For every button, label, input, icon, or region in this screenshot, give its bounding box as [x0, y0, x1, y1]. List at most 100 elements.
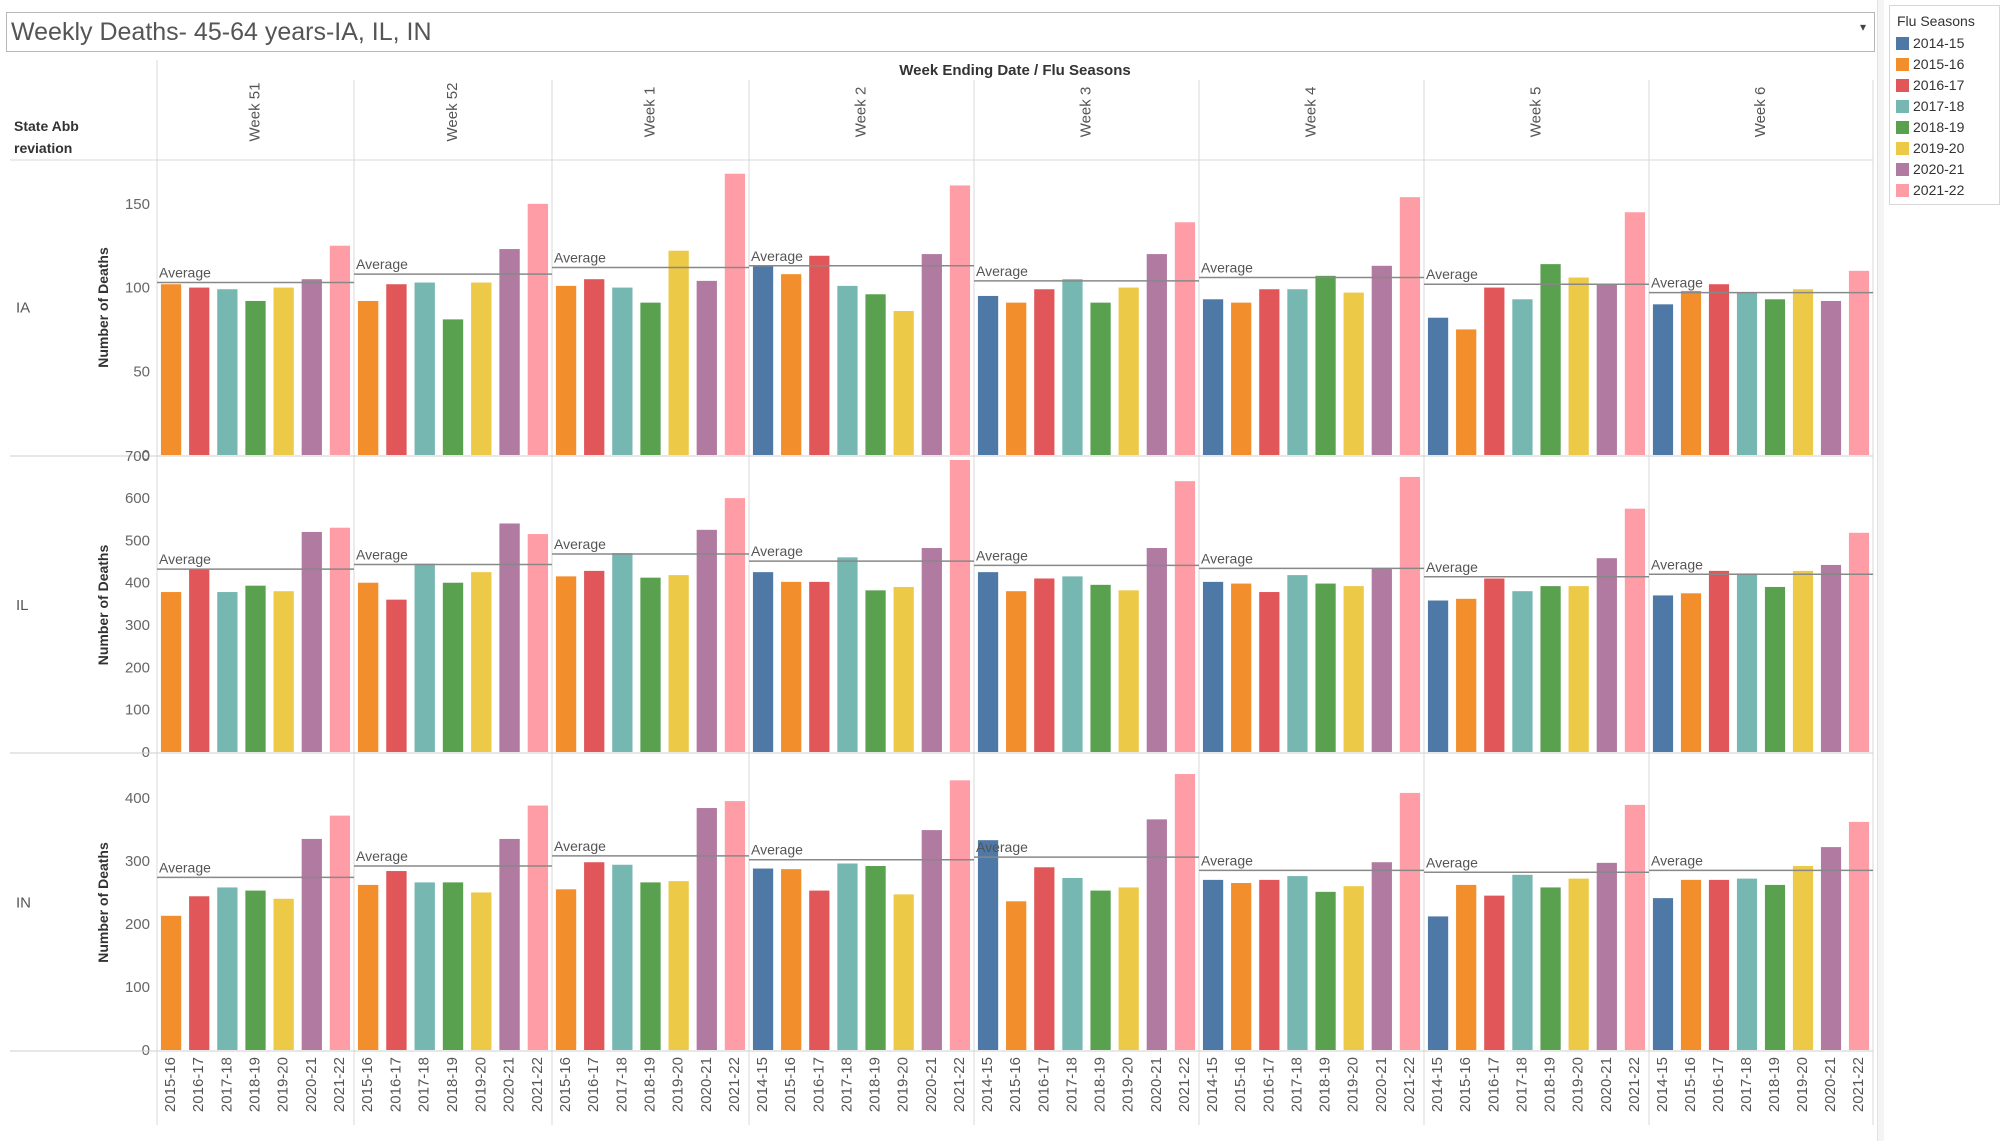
average-label: Average [751, 248, 803, 264]
legend-label: 2016-17 [1913, 77, 1965, 93]
bar [1596, 862, 1617, 1050]
bar [1062, 576, 1083, 752]
average-label: Average [1426, 266, 1478, 282]
scrollbar[interactable] [1877, 0, 1884, 1141]
bar [1540, 586, 1561, 752]
bar [1202, 581, 1224, 752]
bar [471, 282, 492, 455]
bar [1624, 212, 1646, 455]
x-tick-label: 2015-16 [557, 1057, 574, 1112]
bar [471, 572, 492, 752]
y-tick-label: 300 [125, 853, 150, 870]
week-label: Week 3 [1077, 87, 1094, 138]
y-tick-label: 400 [125, 575, 150, 592]
x-tick-label: 2019-20 [275, 1057, 292, 1112]
bar [1202, 299, 1224, 455]
bar [1736, 878, 1758, 1050]
x-tick-label: 2014-15 [1204, 1057, 1221, 1112]
average-label: Average [554, 536, 606, 552]
bar [1399, 476, 1421, 752]
bar [1371, 862, 1392, 1050]
bar [1427, 916, 1449, 1050]
average-label: Average [159, 551, 211, 567]
bar [977, 295, 999, 455]
legend-swatch [1896, 142, 1909, 155]
week-label: Week 51 [246, 83, 263, 142]
bar [893, 894, 914, 1050]
title-dropdown[interactable]: Weekly Deaths- 45-64 years-IA, IL, IN ▾ [6, 12, 1875, 52]
bar [612, 553, 633, 752]
bar [1484, 578, 1505, 752]
bar [160, 915, 182, 1050]
state-label: IL [16, 597, 29, 614]
x-tick-label: 2016-17 [1710, 1057, 1727, 1112]
bar [1006, 591, 1027, 752]
bar [1343, 586, 1364, 752]
bar [217, 289, 238, 455]
bar [1034, 578, 1055, 752]
bar [949, 185, 971, 455]
bar [442, 319, 464, 455]
bar [893, 311, 914, 455]
average-label: Average [159, 859, 211, 875]
bar [584, 279, 605, 455]
bar [921, 830, 942, 1050]
x-tick-label: 2017-18 [1063, 1057, 1080, 1112]
bar [386, 284, 407, 455]
bar [1034, 289, 1055, 455]
bar [781, 274, 802, 455]
x-tick-label: 2016-17 [1035, 1057, 1052, 1112]
bar [837, 557, 858, 752]
bar [1820, 564, 1842, 752]
bar [809, 255, 830, 455]
bar [640, 577, 661, 752]
bar [1708, 879, 1730, 1050]
x-tick-label: 2017-18 [1288, 1057, 1305, 1112]
bar [160, 592, 182, 752]
bar [301, 838, 322, 1050]
bar [357, 582, 379, 752]
y-axis-title: Number of Deaths [95, 842, 111, 963]
bar [1146, 254, 1167, 455]
bar [414, 563, 435, 752]
bar [1315, 891, 1336, 1050]
bar [1062, 877, 1083, 1050]
x-tick-label: 2016-17 [1260, 1057, 1277, 1112]
bar [668, 575, 689, 752]
bar [386, 871, 407, 1050]
bar [1287, 289, 1308, 455]
x-tick-label: 2019-20 [1345, 1057, 1362, 1112]
y-tick-label: 700 [125, 448, 150, 465]
bar [1568, 878, 1589, 1050]
x-tick-label: 2021-22 [726, 1057, 743, 1112]
bar [1792, 570, 1814, 752]
bar [837, 285, 858, 455]
x-tick-label: 2019-20 [895, 1057, 912, 1112]
x-tick-label: 2021-22 [1850, 1057, 1867, 1112]
bar [1174, 774, 1196, 1050]
bar [414, 882, 435, 1050]
legend-label: 2020-21 [1913, 161, 1965, 177]
x-tick-label: 2016-17 [1485, 1057, 1502, 1112]
legend-swatch [1896, 163, 1909, 176]
bar [1652, 304, 1674, 455]
bar [329, 245, 351, 455]
bar [1287, 575, 1308, 752]
bar [612, 864, 633, 1050]
bar [499, 249, 520, 455]
x-tick-label: 2015-16 [782, 1057, 799, 1112]
x-tick-label: 2021-22 [529, 1057, 546, 1112]
x-tick-label: 2015-16 [1232, 1057, 1249, 1112]
average-label: Average [751, 543, 803, 559]
bar [1006, 302, 1027, 455]
y-tick-label: 400 [125, 790, 150, 807]
bar [1231, 302, 1252, 455]
bar [1315, 583, 1336, 752]
week-label: Week 1 [641, 87, 658, 138]
x-tick-label: 2021-22 [1626, 1057, 1643, 1112]
bar [217, 592, 238, 752]
x-tick-label: 2017-18 [1513, 1057, 1530, 1112]
average-label: Average [554, 249, 606, 265]
chevron-down-icon[interactable]: ▾ [1859, 20, 1866, 34]
x-tick-label: 2019-20 [1794, 1057, 1811, 1112]
